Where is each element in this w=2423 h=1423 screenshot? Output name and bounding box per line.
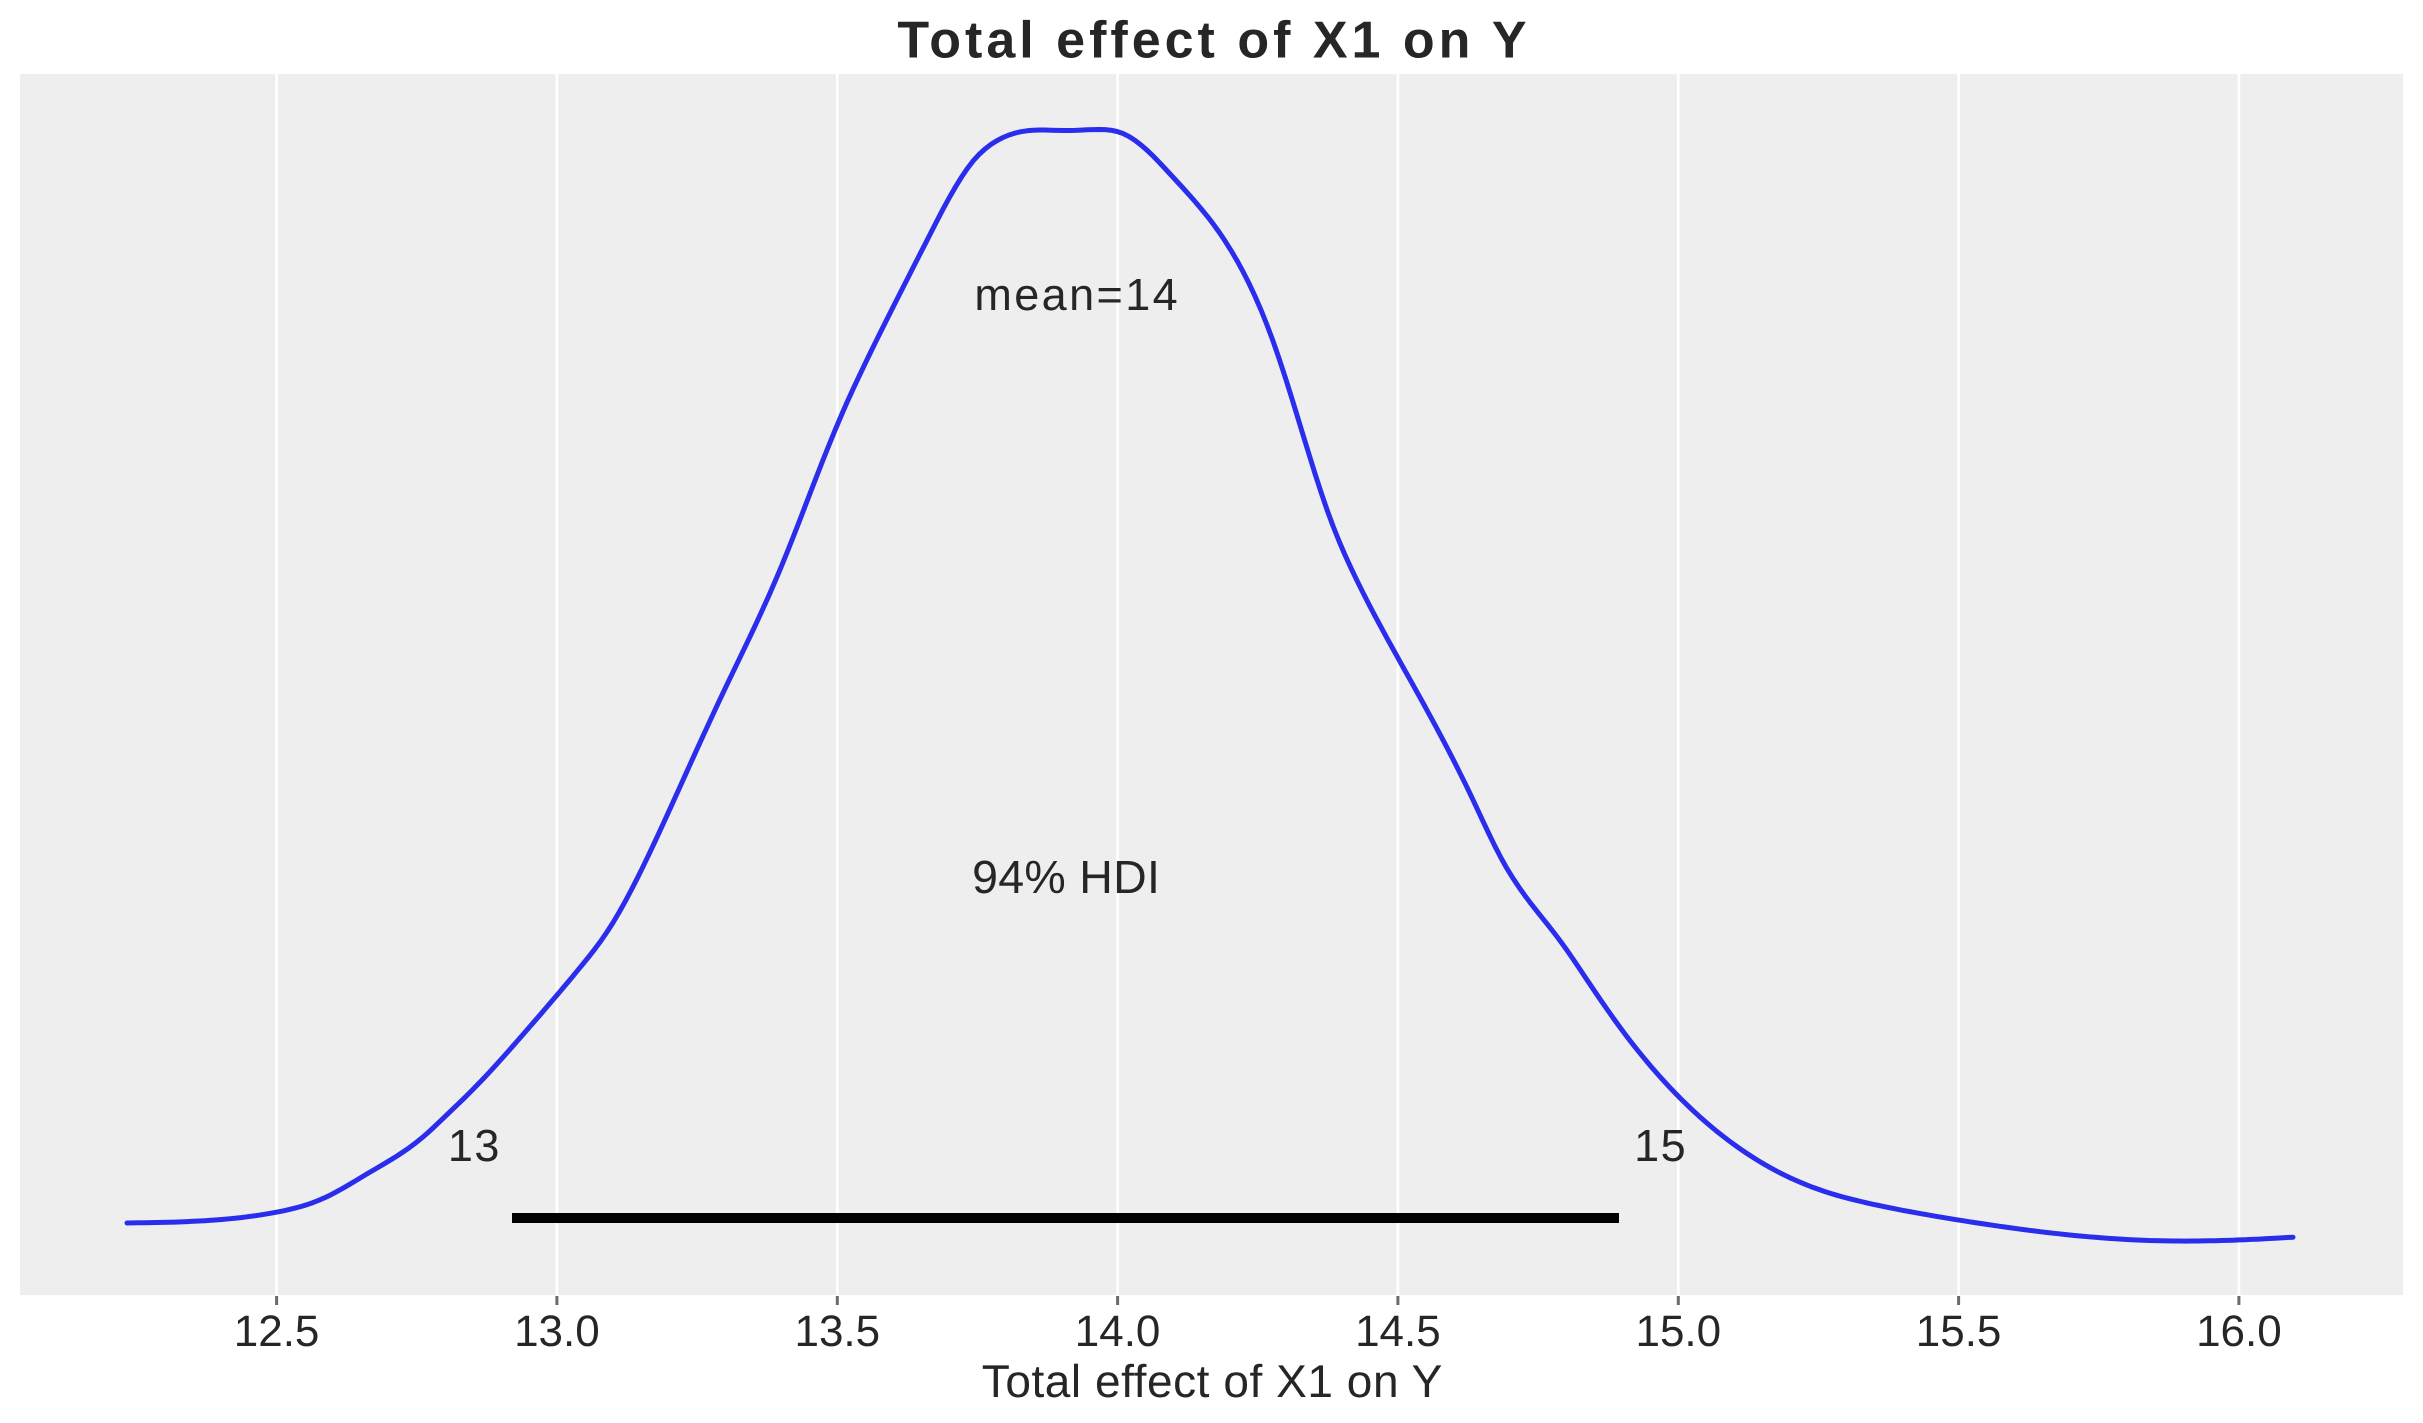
svg-text:Total effect of X1 on Y: Total effect of X1 on Y <box>982 1355 1443 1407</box>
svg-text:13.5: 13.5 <box>794 1307 880 1356</box>
svg-text:16.0: 16.0 <box>2196 1307 2282 1356</box>
svg-text:15.5: 15.5 <box>1916 1307 2002 1356</box>
svg-text:12.5: 12.5 <box>234 1307 320 1356</box>
svg-text:15.0: 15.0 <box>1635 1307 1721 1356</box>
svg-text:14.5: 14.5 <box>1355 1307 1441 1356</box>
svg-text:Total effect of X1 on Y: Total effect of X1 on Y <box>897 12 1530 70</box>
svg-text:mean=14: mean=14 <box>974 269 1180 320</box>
svg-text:13.0: 13.0 <box>514 1307 600 1356</box>
svg-text:94% HDI: 94% HDI <box>972 851 1160 903</box>
svg-text:14.0: 14.0 <box>1075 1307 1161 1356</box>
svg-text:15: 15 <box>1634 1120 1687 1171</box>
svg-text:13: 13 <box>448 1120 501 1171</box>
